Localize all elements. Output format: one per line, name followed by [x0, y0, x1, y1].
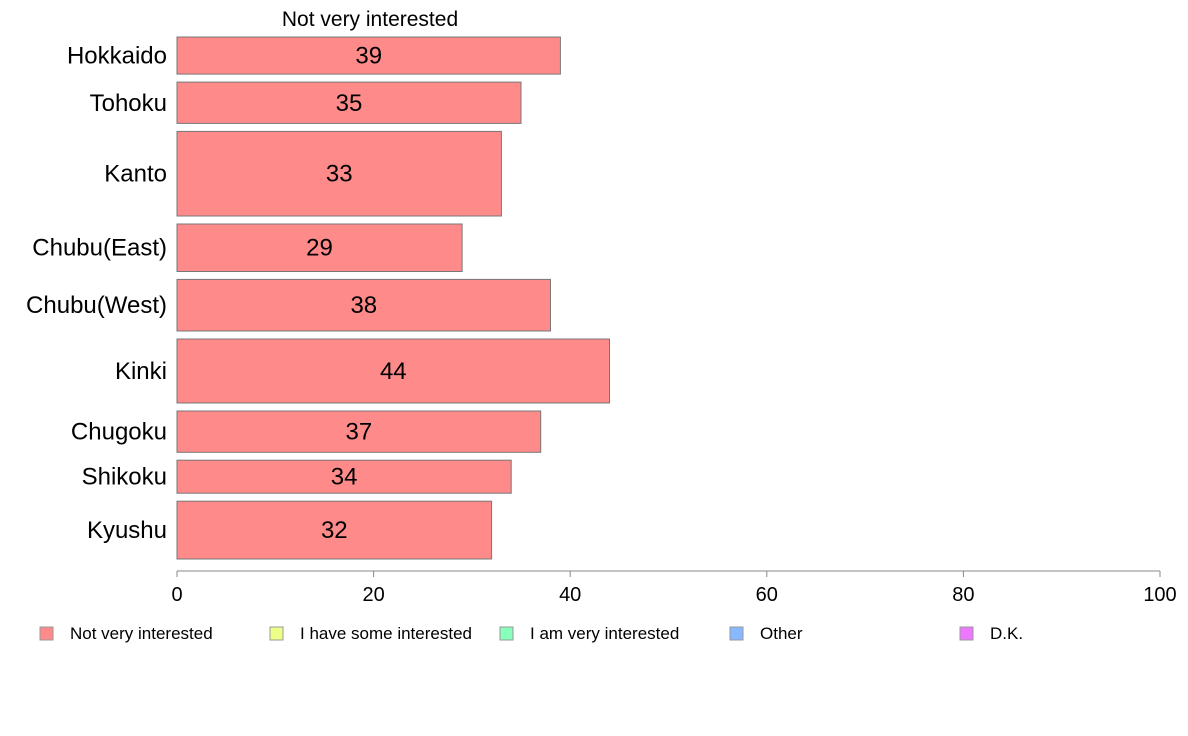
- x-tick-label: 80: [952, 584, 974, 606]
- legend-item: Other: [729, 624, 803, 643]
- x-axis: 0 20 40 60 80 100: [171, 570, 1177, 606]
- legend-item: D.K.: [959, 624, 1023, 643]
- bar-hokkaido: [176, 36, 561, 75]
- legend-swatch: [269, 626, 284, 641]
- legend-item: I am very interested: [499, 624, 679, 643]
- legend-swatch: [39, 626, 54, 641]
- x-tick-label: 100: [1143, 584, 1176, 606]
- category-label: Hokkaido: [67, 43, 167, 70]
- bar-value-label: 39: [355, 43, 382, 70]
- category-label: Tohoku: [90, 90, 167, 117]
- x-tick-label: 0: [171, 584, 182, 606]
- legend-label: Not very interested: [70, 624, 213, 643]
- bar-value-label: 32: [321, 517, 348, 544]
- category-label: Chugoku: [71, 419, 167, 446]
- x-tick-label: 60: [756, 584, 778, 606]
- bar-value-label: 37: [346, 419, 373, 446]
- legend-label: D.K.: [990, 624, 1023, 643]
- panel-title: Not very interested: [282, 8, 458, 31]
- legend-swatch: [499, 626, 514, 641]
- category-label: Chubu(East): [32, 235, 167, 262]
- category-label: Kyushu: [87, 517, 167, 544]
- bar-value-label: 33: [326, 161, 353, 188]
- legend: Not very interested I have some intereste…: [39, 624, 1023, 643]
- bar-value-label: 44: [380, 358, 407, 385]
- legend-swatch: [959, 626, 974, 641]
- bars: Hokkaido 39 Tohoku 35 Kanto 33 Chubu(East) 29 Ch…: [26, 36, 610, 560]
- category-label: Kanto: [104, 161, 167, 188]
- legend-item: Not very interested: [39, 624, 213, 643]
- bar-value-label: 34: [331, 464, 358, 491]
- category-label: Chubu(West): [26, 292, 167, 319]
- legend-label: Other: [760, 624, 803, 643]
- bar-kanto: [176, 130, 502, 217]
- legend-label: I have some interested: [300, 624, 472, 643]
- bar-kinki: [176, 338, 610, 404]
- bar-chugoku: [176, 410, 542, 453]
- category-label: Kinki: [115, 358, 167, 385]
- bar-tohoku: [176, 81, 522, 124]
- x-tick-label: 40: [559, 584, 581, 606]
- bar-value-label: 29: [306, 235, 333, 262]
- legend-swatch: [729, 626, 744, 641]
- bar-chubu-east: [176, 223, 463, 272]
- bar-chubu-west: [176, 278, 551, 332]
- bar-kyushu: [176, 500, 493, 560]
- bar-shikoku: [176, 459, 512, 494]
- legend-label: I am very interested: [530, 624, 679, 643]
- bar-value-label: 35: [336, 90, 363, 117]
- bar-value-label: 38: [350, 292, 377, 319]
- x-tick-label: 20: [362, 584, 384, 606]
- legend-item: I have some interested: [269, 624, 472, 643]
- category-label: Shikoku: [82, 464, 167, 491]
